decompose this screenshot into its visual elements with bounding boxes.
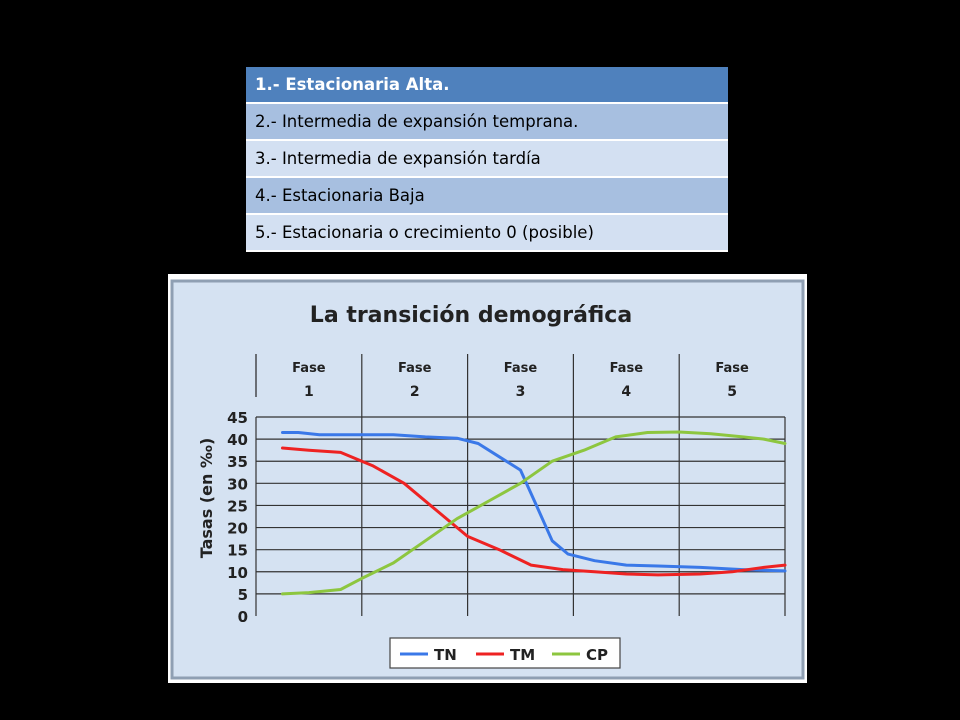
- phase-row-4: 4.- Estacionaria Baja: [246, 177, 728, 215]
- phase-header-word: Fase: [398, 361, 432, 376]
- y-tick-label: 45: [227, 409, 248, 427]
- legend-label-tm: TM: [510, 646, 535, 664]
- phase-header-number: 3: [516, 384, 526, 400]
- phase-headers: Fase 1 Fase 2 Fase 3 Fase 4 Fase 5: [292, 361, 749, 400]
- chart-panel: [170, 279, 805, 680]
- phase-header-word: Fase: [715, 361, 749, 376]
- phase-header-word: Fase: [504, 361, 538, 376]
- phase-row-label: 3.- Intermedia de expansión tardía: [246, 140, 728, 178]
- phase-row-label: 2.- Intermedia de expansión temprana.: [246, 103, 728, 141]
- phase-row-label: 4.- Estacionaria Baja: [246, 177, 728, 215]
- legend-label-cp: CP: [586, 646, 608, 664]
- phase-row-label: 1.- Estacionaria Alta.: [246, 67, 728, 104]
- phases-table: 1.- Estacionaria Alta. 2.- Intermedia de…: [246, 67, 728, 252]
- phase-row-2: 2.- Intermedia de expansión temprana.: [246, 103, 728, 141]
- chart-legend: TN TM CP: [400, 646, 608, 664]
- series-line-cp: [281, 430, 787, 596]
- chart-series: [281, 430, 787, 596]
- phase-header-number: 1: [304, 384, 314, 400]
- phase-row-5: 5.- Estacionaria o crecimiento 0 (posibl…: [246, 214, 728, 252]
- y-tick-label: 35: [227, 453, 248, 471]
- phase-header-number: 5: [727, 384, 737, 400]
- phase-header-word: Fase: [610, 361, 644, 376]
- legend-box: [389, 637, 621, 669]
- y-axis-ticks: 0 5 10 15 20 25 30 35 40 45: [227, 409, 248, 626]
- demographic-transition-chart: La transición demográfica Fase 1 Fase 2 Fase…: [168, 274, 807, 683]
- y-tick-label: 15: [227, 542, 248, 560]
- phase-header-number: 4: [621, 384, 631, 400]
- phase-row-1: 1.- Estacionaria Alta.: [246, 67, 728, 104]
- y-tick-label: 0: [238, 608, 248, 626]
- phase-row-label: 5.- Estacionaria o crecimiento 0 (posibl…: [246, 214, 728, 252]
- chart-canvas: La transición demográfica Fase1Fase2Fase…: [170, 279, 805, 680]
- chart-title: La transición demográfica: [310, 303, 632, 328]
- y-axis-label: Tasas (en ‰): [197, 438, 216, 559]
- y-tick-label: 30: [227, 475, 248, 493]
- y-tick-label: 25: [227, 497, 248, 515]
- legend-label-tn: TN: [434, 646, 457, 664]
- y-tick-label: 10: [227, 564, 248, 582]
- phase-row-3: 3.- Intermedia de expansión tardía: [246, 140, 728, 178]
- y-tick-label: 40: [227, 431, 248, 449]
- series-line-tn: [281, 431, 787, 573]
- series-line-tm: [281, 446, 787, 577]
- y-tick-label: 5: [238, 586, 248, 604]
- y-tick-label: 20: [227, 520, 248, 538]
- phase-header-word: Fase: [292, 361, 326, 376]
- phase-header-number: 2: [410, 384, 420, 400]
